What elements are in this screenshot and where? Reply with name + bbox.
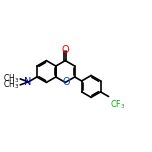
Text: O: O (62, 77, 70, 87)
Text: CF$_3$: CF$_3$ (110, 98, 126, 111)
Text: CH$_3$: CH$_3$ (3, 73, 19, 85)
Text: N: N (24, 77, 32, 87)
Text: O: O (61, 45, 69, 55)
Text: CH$_3$: CH$_3$ (3, 79, 19, 91)
